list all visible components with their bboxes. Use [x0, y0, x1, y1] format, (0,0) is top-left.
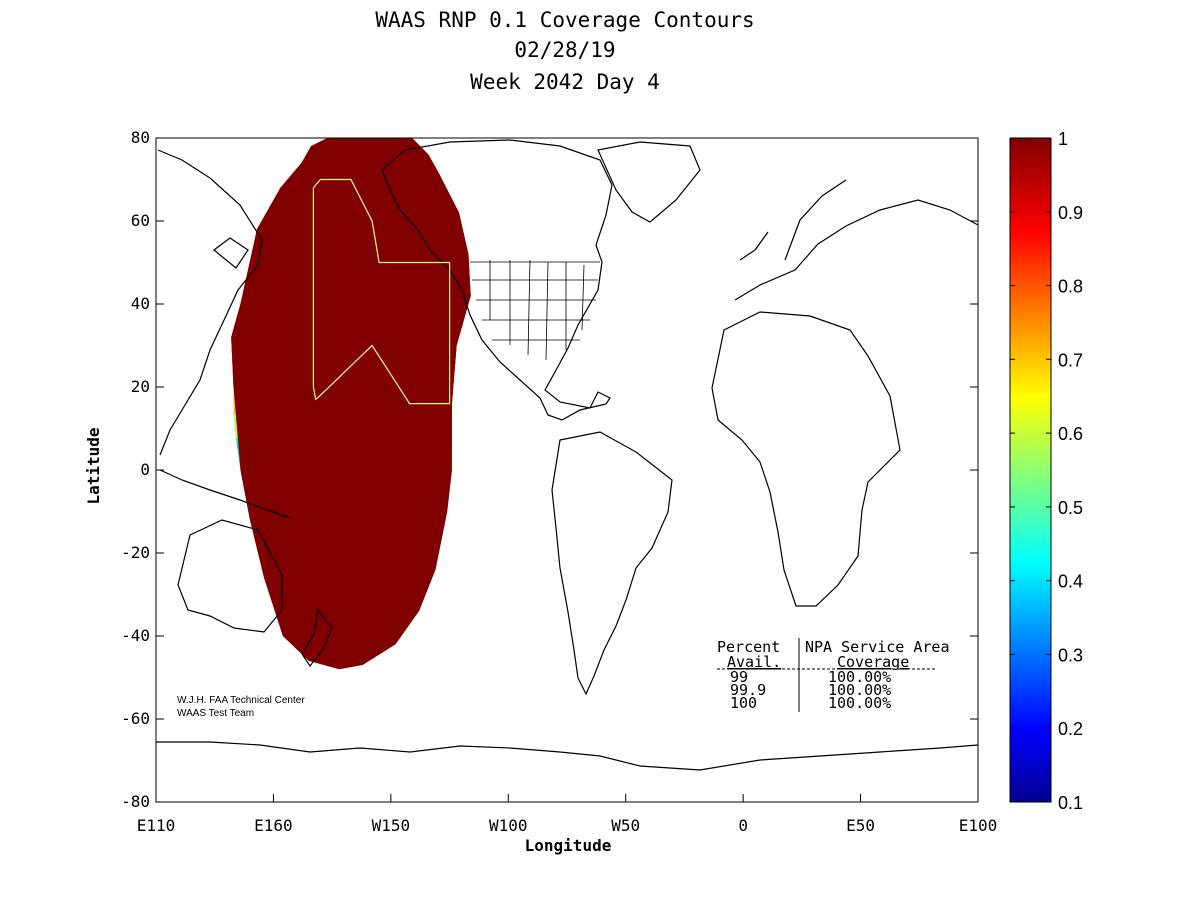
- title-line-2: 02/28/19: [514, 38, 615, 62]
- x-tick-label: 0: [738, 816, 748, 835]
- table-header-percent: Percent: [717, 638, 780, 656]
- colorbar-tick-label: 0.4: [1058, 572, 1083, 592]
- table-row-1-coverage: 100.00%: [828, 668, 891, 686]
- coast-europe: [734, 179, 978, 301]
- colorbar-tick-label: 0.3: [1058, 645, 1083, 665]
- colorbar-gradient: [1009, 137, 1052, 803]
- us-state-borders: [470, 259, 600, 361]
- colorbar-tick-label: 0.2: [1058, 719, 1083, 739]
- colorbar-tick-label: 0.7: [1058, 350, 1083, 370]
- coast-north-america: [381, 139, 613, 421]
- table-subheader-avail: Avail.: [727, 653, 781, 671]
- x-tick-label: W100: [489, 816, 528, 835]
- title-line-1: WAAS RNP 0.1 Coverage Contours: [375, 8, 754, 32]
- y-tick-label: -80: [121, 792, 150, 811]
- colorbar-tick-label: 0.6: [1058, 424, 1083, 444]
- table-row-3-coverage: 100.00%: [828, 694, 891, 712]
- coast-australia: [177, 519, 283, 633]
- y-tick-label: -20: [121, 543, 150, 562]
- x-tick-label: E160: [254, 816, 293, 835]
- colorbar-tick-label: 0.1: [1058, 793, 1083, 813]
- x-axis-label: Longitude: [525, 836, 612, 855]
- table-row-2-avail: 99.9: [730, 681, 766, 699]
- coast-africa: [711, 311, 901, 607]
- x-tick-label: E100: [959, 816, 998, 835]
- y-tick-label: -60: [121, 709, 150, 728]
- y-tick-label: 20: [131, 377, 150, 396]
- coast-greenland: [597, 141, 701, 223]
- y-tick-label: 80: [131, 128, 150, 147]
- table-row-2-coverage: 100.00%: [828, 681, 891, 699]
- table-header-npa: NPA Service Area: [805, 638, 950, 656]
- credit-line-1: W.J.H. FAA Technical Center: [177, 695, 305, 706]
- availability-table: Percent NPA Service Area Avail. Coverage…: [717, 638, 950, 712]
- coverage-level-1: [231, 138, 471, 670]
- y-tick-label: 0: [140, 460, 150, 479]
- y-tick-label: 40: [131, 294, 150, 313]
- table-row-1-avail: 99: [730, 668, 748, 686]
- colorbar-tick-label: 0.5: [1058, 498, 1083, 518]
- chart-title: WAAS RNP 0.1 Coverage Contours 02/28/19 …: [375, 8, 754, 94]
- coast-indonesia: [159, 469, 291, 519]
- table-subheader-coverage: Coverage: [837, 653, 909, 671]
- npa-service-area-boundary: [312, 178, 451, 405]
- colorbar-tick-label: 0.8: [1058, 277, 1083, 297]
- y-tick-marks: 80 60 40 20 0 -20 -40 -60 -80: [121, 128, 978, 811]
- colorbar-ticks: 1 0.9 0.8 0.7 0.6 0.5 0.4 0.3 0.2 0.1: [1010, 129, 1083, 813]
- coast-new-zealand: [301, 608, 333, 668]
- y-tick-label: 60: [131, 211, 150, 230]
- colorbar-tick-label: 0.9: [1058, 203, 1083, 223]
- plot-area: E110 E160 W150 W100 W50 0 E50 E100 80 60 40 20 0 -20…: [121, 128, 997, 835]
- coast-south-america: [551, 431, 673, 696]
- title-line-3: Week 2042 Day 4: [470, 70, 660, 94]
- coast-antarctica: [156, 741, 978, 771]
- x-tick-label: W50: [611, 816, 640, 835]
- colorbar: 1 0.9 0.8 0.7 0.6 0.5 0.4 0.3 0.2 0.1: [1009, 129, 1083, 813]
- colorbar-tick-label: 1: [1058, 129, 1068, 149]
- y-tick-label: -40: [121, 626, 150, 645]
- credit-block: W.J.H. FAA Technical Center WAAS Test Te…: [177, 695, 305, 719]
- x-tick-marks: E110 E160 W150 W100 W50 0 E50 E100: [137, 794, 998, 835]
- x-tick-label: E50: [846, 816, 875, 835]
- credit-line-2: WAAS Test Team: [177, 708, 254, 719]
- x-tick-label: W150: [372, 816, 411, 835]
- table-row-3-avail: 100: [730, 694, 757, 712]
- coast-asia-east: [157, 149, 263, 456]
- y-axis-label: Latitude: [84, 427, 103, 504]
- coastlines: [156, 139, 978, 771]
- coverage-contours: [231, 138, 471, 670]
- x-tick-label: E110: [137, 816, 176, 835]
